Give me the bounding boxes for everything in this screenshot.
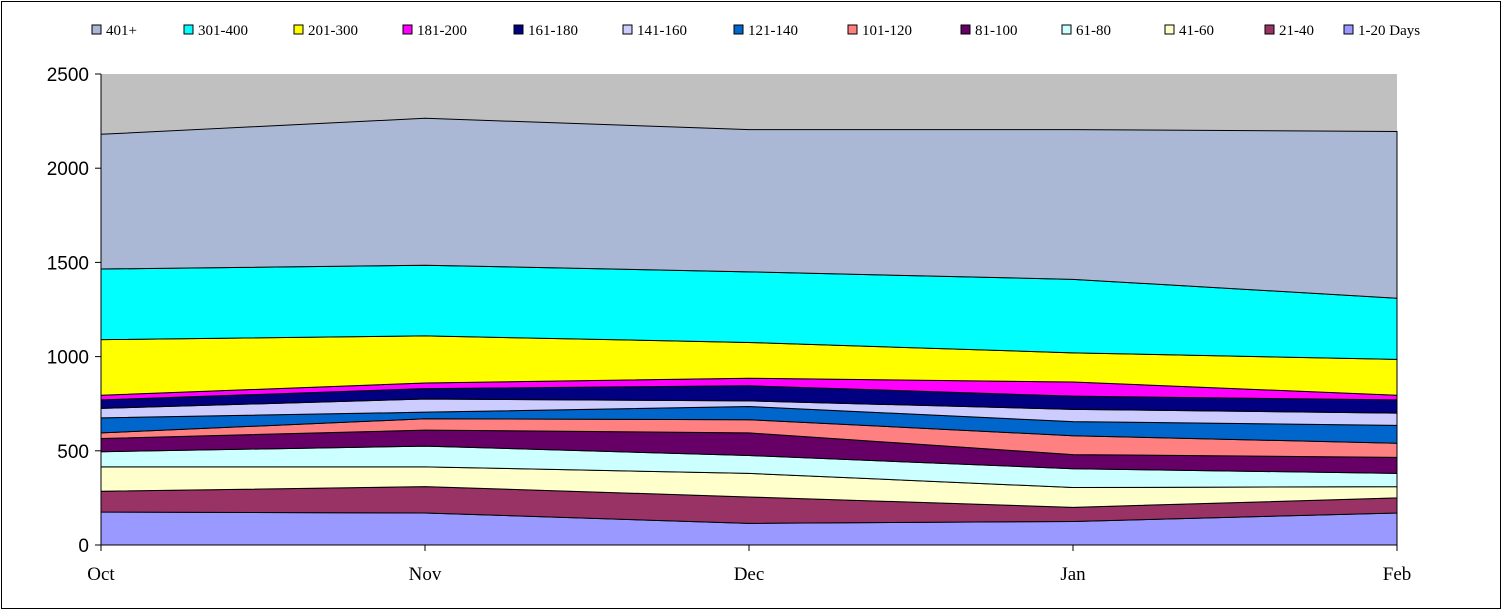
series-area-401 <box>100 117 1398 299</box>
x-tick-label: Nov <box>409 564 442 585</box>
legend-item-101-120: 101-120 <box>847 23 912 39</box>
legend-item-121-140: 121-140 <box>733 23 798 39</box>
legend-label: 101-120 <box>862 23 912 39</box>
legend-item-141-160: 141-160 <box>622 23 687 39</box>
legend-label: 61-80 <box>1076 23 1111 39</box>
legend-label: 141-160 <box>637 23 687 39</box>
x-tick-label: Feb <box>1383 564 1412 585</box>
legend-label: 41-60 <box>1179 23 1214 39</box>
legend-label: 81-100 <box>975 23 1018 39</box>
y-tick-label: 0 <box>78 536 89 557</box>
legend-swatch <box>1061 24 1072 35</box>
legend-swatch <box>402 24 413 35</box>
legend-label: 121-140 <box>748 23 798 39</box>
legend-item-41-60: 41-60 <box>1164 23 1214 39</box>
legend-swatch <box>1264 24 1275 35</box>
y-tick-label: 1500 <box>47 253 89 274</box>
legend-swatch <box>293 24 304 35</box>
legend-swatch <box>1343 24 1354 35</box>
legend-swatch <box>1164 24 1175 35</box>
legend-swatch <box>622 24 633 35</box>
y-tick-label: 2000 <box>47 159 89 180</box>
x-tick-label: Dec <box>734 564 765 585</box>
x-tick-label: Jan <box>1060 564 1086 585</box>
legend-item-1-20-days: 1-20 Days <box>1343 23 1420 39</box>
legend-label: 201-300 <box>308 23 358 39</box>
legend-item-401: 401+ <box>91 23 137 39</box>
legend-swatch <box>733 24 744 35</box>
x-axis: Oct Nov Dec Jan Feb <box>87 544 1412 585</box>
legend: 401+ 301-400 201-300 181-200 161-180 141-160 1… <box>91 23 1420 39</box>
legend-swatch <box>91 24 102 35</box>
legend-item-201-300: 201-300 <box>293 23 358 39</box>
x-tick-label: Oct <box>87 564 115 585</box>
legend-item-161-180: 161-180 <box>513 23 578 39</box>
legend-item-21-40: 21-40 <box>1264 23 1314 39</box>
legend-swatch <box>513 24 524 35</box>
legend-label: 1-20 Days <box>1358 23 1420 39</box>
legend-label: 161-180 <box>528 23 578 39</box>
legend-label: 21-40 <box>1279 23 1314 39</box>
legend-swatch <box>847 24 858 35</box>
y-tick-label: 2500 <box>47 65 89 86</box>
legend-swatch <box>960 24 971 35</box>
legend-item-61-80: 61-80 <box>1061 23 1111 39</box>
legend-label: 301-400 <box>198 23 248 39</box>
plot-area <box>100 74 1398 546</box>
legend-item-81-100: 81-100 <box>960 23 1018 39</box>
legend-label: 181-200 <box>417 23 467 39</box>
y-tick-label: 1000 <box>47 348 89 369</box>
legend-swatch <box>183 24 194 35</box>
legend-label: 401+ <box>106 23 137 39</box>
legend-item-301-400: 301-400 <box>183 23 248 39</box>
y-tick-label: 500 <box>57 442 89 463</box>
legend-item-181-200: 181-200 <box>402 23 467 39</box>
y-axis: 0 500 1000 1500 2000 2500 <box>47 65 102 557</box>
